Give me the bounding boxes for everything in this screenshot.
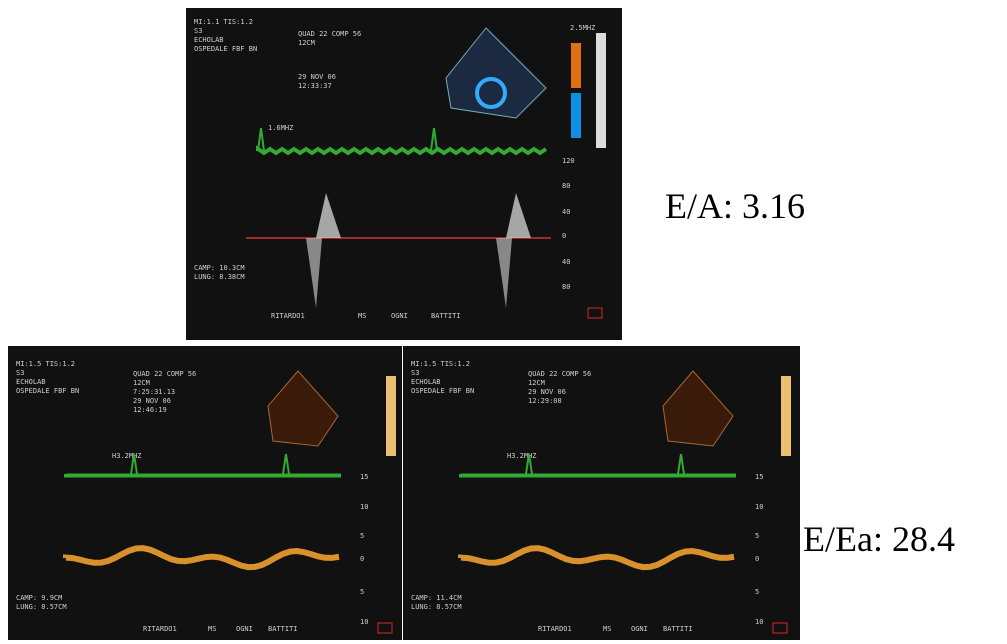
info-line: 12:29:08 xyxy=(528,397,562,405)
scale-label: 40 xyxy=(562,258,570,266)
scale-label: 0 xyxy=(562,232,566,240)
scale-label: 15 xyxy=(755,473,763,481)
eea-ratio: E/Ea: 28.4 xyxy=(803,519,955,559)
scale-label: 15 xyxy=(360,473,368,481)
info-line: 12CM xyxy=(528,379,545,387)
info-line: QUAD 22 COMP 56 xyxy=(528,370,591,378)
info-line: 12:46:19 xyxy=(133,406,167,414)
scale-label: 0 xyxy=(755,555,759,563)
measure: CAMP: 10.3CM xyxy=(194,264,245,272)
info-line: 12CM xyxy=(133,379,150,387)
tissue-doppler xyxy=(63,545,340,571)
scale-label: 5 xyxy=(755,532,759,540)
frequency: H3.2MHZ xyxy=(507,452,537,460)
doppler-e xyxy=(316,193,341,238)
color-bar xyxy=(571,93,581,138)
ecg-trace xyxy=(64,473,341,478)
info-line: 29 NOV 06 xyxy=(528,388,566,396)
probe-frequency: 2.5MHZ xyxy=(570,24,595,32)
marker xyxy=(772,622,788,634)
header-line: OSPEDALE FBF BN xyxy=(411,387,474,395)
footer-label: BATTITI xyxy=(431,312,461,320)
doppler-e xyxy=(506,193,531,238)
footer-label: BATTITI xyxy=(663,625,693,633)
sector-image xyxy=(662,370,734,447)
footer-label: OGNI xyxy=(631,625,648,633)
ecg-spike xyxy=(525,453,685,475)
sector-image xyxy=(267,370,339,447)
footer-label: RITARDO1 xyxy=(143,625,177,633)
sector-image xyxy=(445,27,547,119)
scale-label: 5 xyxy=(360,588,364,596)
scale-label: 80 xyxy=(562,182,570,190)
footer-label: MS xyxy=(208,625,216,633)
scale-label: 5 xyxy=(360,532,364,540)
header-line: ECHOLAB xyxy=(16,378,46,386)
scale-label: 10 xyxy=(755,618,763,626)
bottom-right-panel xyxy=(403,346,800,640)
scale-label: 80 xyxy=(562,283,570,291)
scale-label: 10 xyxy=(360,503,368,511)
footer-label: MS xyxy=(603,625,611,633)
scale-label: 120 xyxy=(562,157,575,165)
measure: CAMP: 9.9CM xyxy=(16,594,62,602)
header-line: OSPEDALE FBF BN xyxy=(194,45,257,53)
frequency: 1.6MHZ xyxy=(268,124,293,132)
info-line: 12:33:37 xyxy=(298,82,332,90)
frequency: H3.2MHZ xyxy=(112,452,142,460)
tissue-doppler xyxy=(458,545,735,571)
header-line: MI:1.1 TIS:1.2 xyxy=(194,18,253,26)
top-panel xyxy=(186,8,622,340)
gray-bar xyxy=(781,376,791,456)
color-flow xyxy=(475,77,507,109)
info-line: 12CM xyxy=(298,39,315,47)
ecg-trace xyxy=(459,473,736,478)
footer-label: MS xyxy=(358,312,366,320)
footer-label: OGNI xyxy=(236,625,253,633)
scale-label: 0 xyxy=(360,555,364,563)
measure: LUNG: 8.57CM xyxy=(16,603,67,611)
scale-label: 5 xyxy=(755,588,759,596)
header-line: MI:1.5 TIS:1.2 xyxy=(411,360,470,368)
doppler-down xyxy=(306,238,322,308)
footer-label: RITARDO1 xyxy=(538,625,572,633)
footer-label: BATTITI xyxy=(268,625,298,633)
ea-ratio: E/A: 3.16 xyxy=(665,186,805,226)
info-line: 29 NOV 06 xyxy=(133,397,171,405)
bottom-left-panel xyxy=(8,346,402,640)
measure: LUNG: 8.38CM xyxy=(194,273,245,281)
gray-bar xyxy=(386,376,396,456)
info-line: 7:25:31.13 xyxy=(133,388,175,396)
ecg-spike xyxy=(257,127,438,152)
header-line: ECHOLAB xyxy=(411,378,441,386)
header-line: OSPEDALE FBF BN xyxy=(16,387,79,395)
measure: LUNG: 8.57CM xyxy=(411,603,462,611)
marker xyxy=(587,307,603,319)
footer-label: OGNI xyxy=(391,312,408,320)
doppler-down xyxy=(496,238,512,308)
header-line: MI:1.5 TIS:1.2 xyxy=(16,360,75,368)
color-bar xyxy=(571,43,581,88)
scale-label: 10 xyxy=(755,503,763,511)
header-line: S3 xyxy=(194,27,202,35)
measure: CAMP: 11.4CM xyxy=(411,594,462,602)
ecg-spike xyxy=(130,453,290,475)
footer-label: RITARDO1 xyxy=(271,312,305,320)
info-line: QUAD 22 COMP 56 xyxy=(298,30,361,38)
ecg-trace xyxy=(256,145,548,156)
info-line: QUAD 22 COMP 56 xyxy=(133,370,196,378)
header-line: S3 xyxy=(16,369,24,377)
info-line: 29 NOV 06 xyxy=(298,73,336,81)
scale-label: 40 xyxy=(562,208,570,216)
gray-bar xyxy=(596,33,606,148)
header-line: S3 xyxy=(411,369,419,377)
marker xyxy=(377,622,393,634)
scale-label: 10 xyxy=(360,618,368,626)
header-line: ECHOLAB xyxy=(194,36,224,44)
